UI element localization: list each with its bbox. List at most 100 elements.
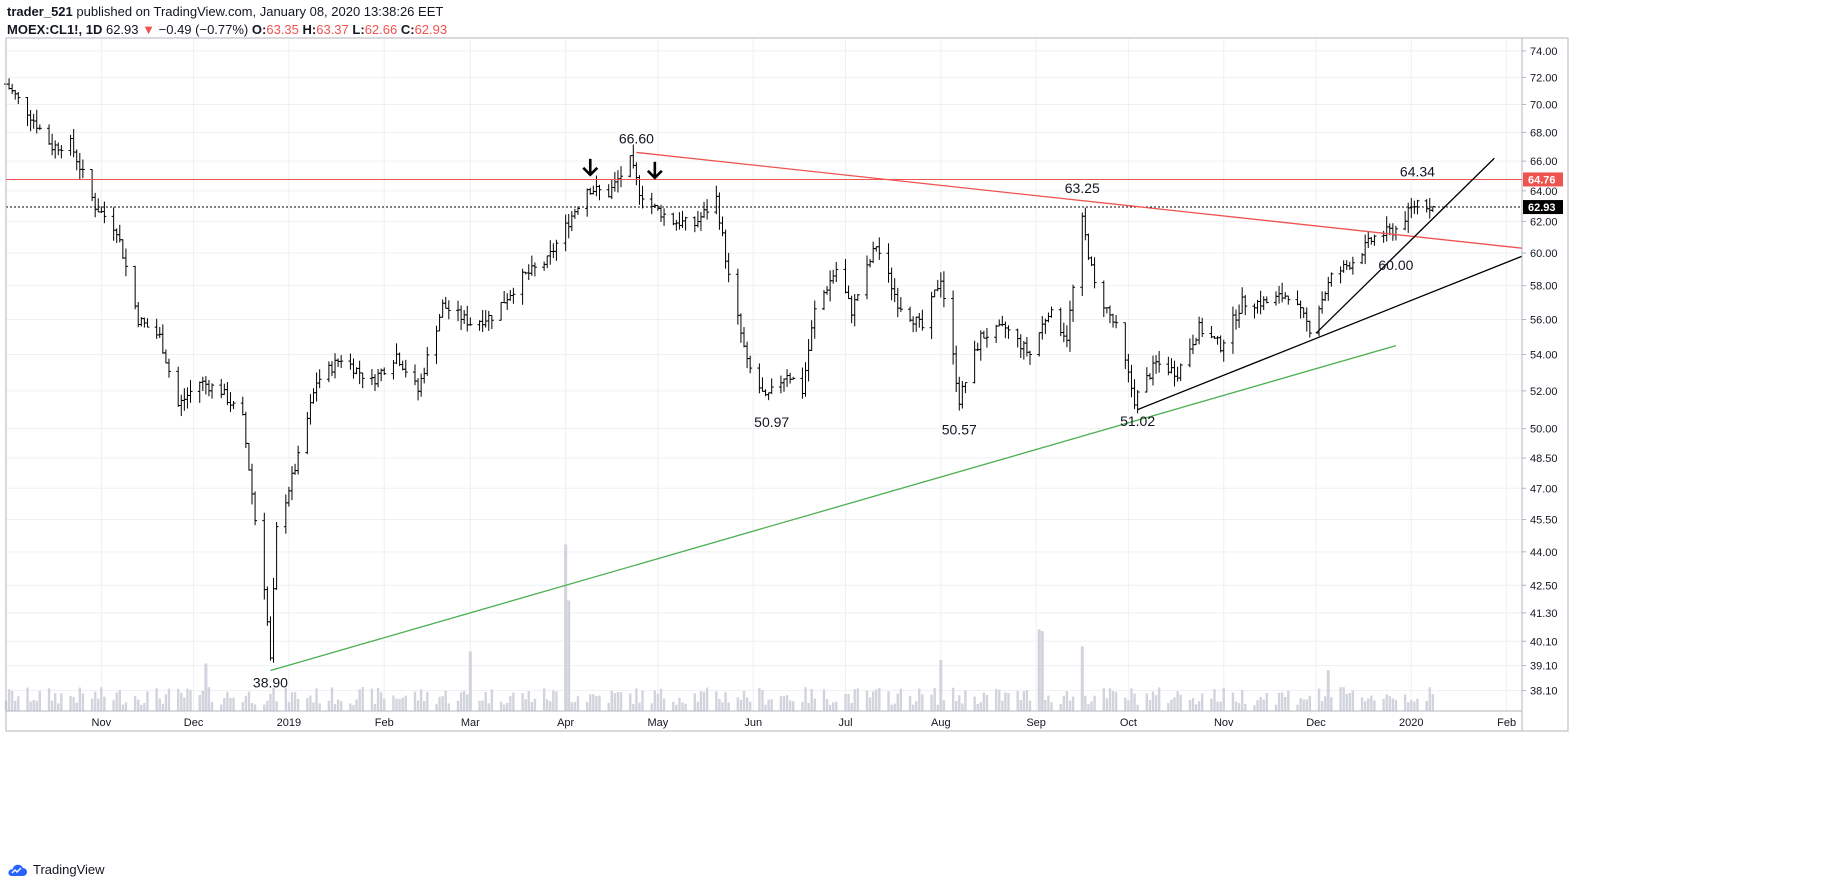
volume-bar (1016, 691, 1019, 711)
ohlc-bar (1021, 340, 1026, 360)
ohlc-bar (1323, 291, 1328, 302)
volume-bar (315, 688, 318, 711)
volume-bar (871, 691, 875, 711)
volume-bar (336, 699, 340, 711)
volume-bar (419, 689, 423, 711)
price-axis[interactable]: 38.10 39.10 40.10 41.30 42.50 44.00 45.50 47.00… (1522, 46, 1563, 698)
volume-bar (118, 690, 121, 711)
volume-bar (1320, 700, 1324, 711)
ohlc-bar (483, 310, 488, 328)
ohlc-bar (785, 369, 790, 387)
volume-bar (958, 695, 961, 711)
ohlc-bar (179, 394, 184, 417)
price-change: −0.49 (−0.77%) (158, 22, 249, 37)
ohlc-bar (459, 305, 464, 331)
volume-bar (60, 693, 63, 711)
ohlc-bar (1111, 313, 1116, 328)
time-tick-label: Dec (184, 717, 204, 729)
time-tick-label: Dec (1306, 717, 1326, 729)
price-tick-label: 60.00 (1530, 248, 1558, 260)
price-tick-label: 47.00 (1530, 483, 1558, 495)
ohlc-bar (505, 293, 510, 310)
trendline (636, 151, 1523, 249)
ohlc-bar (1424, 199, 1429, 213)
volume-bar (1299, 698, 1302, 711)
volume-bar (1170, 699, 1173, 711)
ohlc-bar (1320, 291, 1325, 314)
ohlc-bar (7, 78, 12, 90)
tradingview-logo[interactable]: TradingView (6, 862, 105, 877)
volume-bar (158, 698, 161, 711)
volume-bar (681, 702, 684, 711)
trendline (1315, 157, 1495, 334)
volume-bar (284, 687, 288, 711)
volume-bar (398, 699, 401, 711)
volume-bar (183, 697, 186, 711)
volume-bar (635, 688, 638, 711)
volume-bar (632, 703, 635, 711)
volume-bar (767, 699, 770, 711)
ohlc-bar (846, 285, 851, 300)
ohlc-bar (1363, 234, 1368, 265)
ohlc-bar (133, 265, 138, 310)
ohlc-bar (591, 185, 596, 195)
volume-bar (592, 694, 595, 711)
volume-bar (1391, 698, 1395, 711)
volume-bar (696, 701, 700, 711)
volume-bar (835, 701, 838, 711)
ohlc-bar (585, 188, 590, 217)
ohlc-bar (594, 175, 599, 197)
volume-bar (167, 688, 171, 711)
volume-bar (26, 687, 29, 711)
volume-bar (1259, 696, 1262, 711)
ohlc-bar (308, 394, 313, 425)
ohlc-bar (231, 401, 236, 410)
ohlc-bar (499, 301, 504, 321)
volume-bar (742, 690, 746, 711)
volume-spike (1040, 631, 1044, 711)
ohlc-bar (1086, 233, 1091, 261)
ohlc-bar (289, 466, 294, 501)
volume-bar (290, 692, 294, 711)
volume-bar (1114, 692, 1118, 711)
volume-bar (1265, 692, 1268, 711)
volume-bar (296, 698, 300, 711)
symbol-label[interactable]: MOEX:CL1!, 1D (7, 22, 103, 37)
volume-bar (1425, 700, 1428, 711)
volume-bar (850, 702, 853, 711)
volume-bar (1428, 687, 1431, 711)
volume-bar (146, 691, 149, 711)
volume-bar (1222, 687, 1225, 711)
ohlc-bar (1264, 296, 1269, 304)
ohlc-bar (1243, 295, 1248, 316)
ohlc-bar (47, 124, 52, 145)
ohlc-bar (791, 376, 796, 380)
ohlc-bar (1114, 315, 1119, 329)
volume-bar (1373, 700, 1376, 711)
ohlc-bar (723, 229, 728, 269)
ohlc-bar (465, 305, 470, 332)
volume-bar (1277, 692, 1281, 711)
volume-bar (506, 702, 509, 711)
volume-bar (75, 702, 78, 711)
ohlc-bar (333, 353, 338, 379)
ohlc-bar (1384, 216, 1389, 242)
volume-bar (376, 687, 380, 711)
ohlc-bar (419, 373, 424, 397)
volume-bar (595, 695, 598, 711)
volume-bar (875, 689, 878, 711)
ohlc-bar (206, 380, 211, 397)
ohlc-bar (735, 268, 740, 325)
time-axis[interactable]: Nov Dec 2019 Feb Mar Apr May Jun Jul Aug Sep Oct Nov… (92, 717, 1517, 729)
volume-bar (1050, 702, 1053, 711)
author-name[interactable]: trader_521 (7, 4, 73, 19)
time-tick-label: 2020 (1399, 717, 1423, 729)
volume-bar (847, 694, 850, 711)
volume-bar (269, 693, 272, 711)
ohlc-bar (520, 268, 525, 305)
volume-bar (1370, 695, 1373, 711)
ohlc-bar (545, 255, 550, 269)
volume-bar (490, 689, 494, 711)
ohlc-bar (1200, 317, 1205, 337)
